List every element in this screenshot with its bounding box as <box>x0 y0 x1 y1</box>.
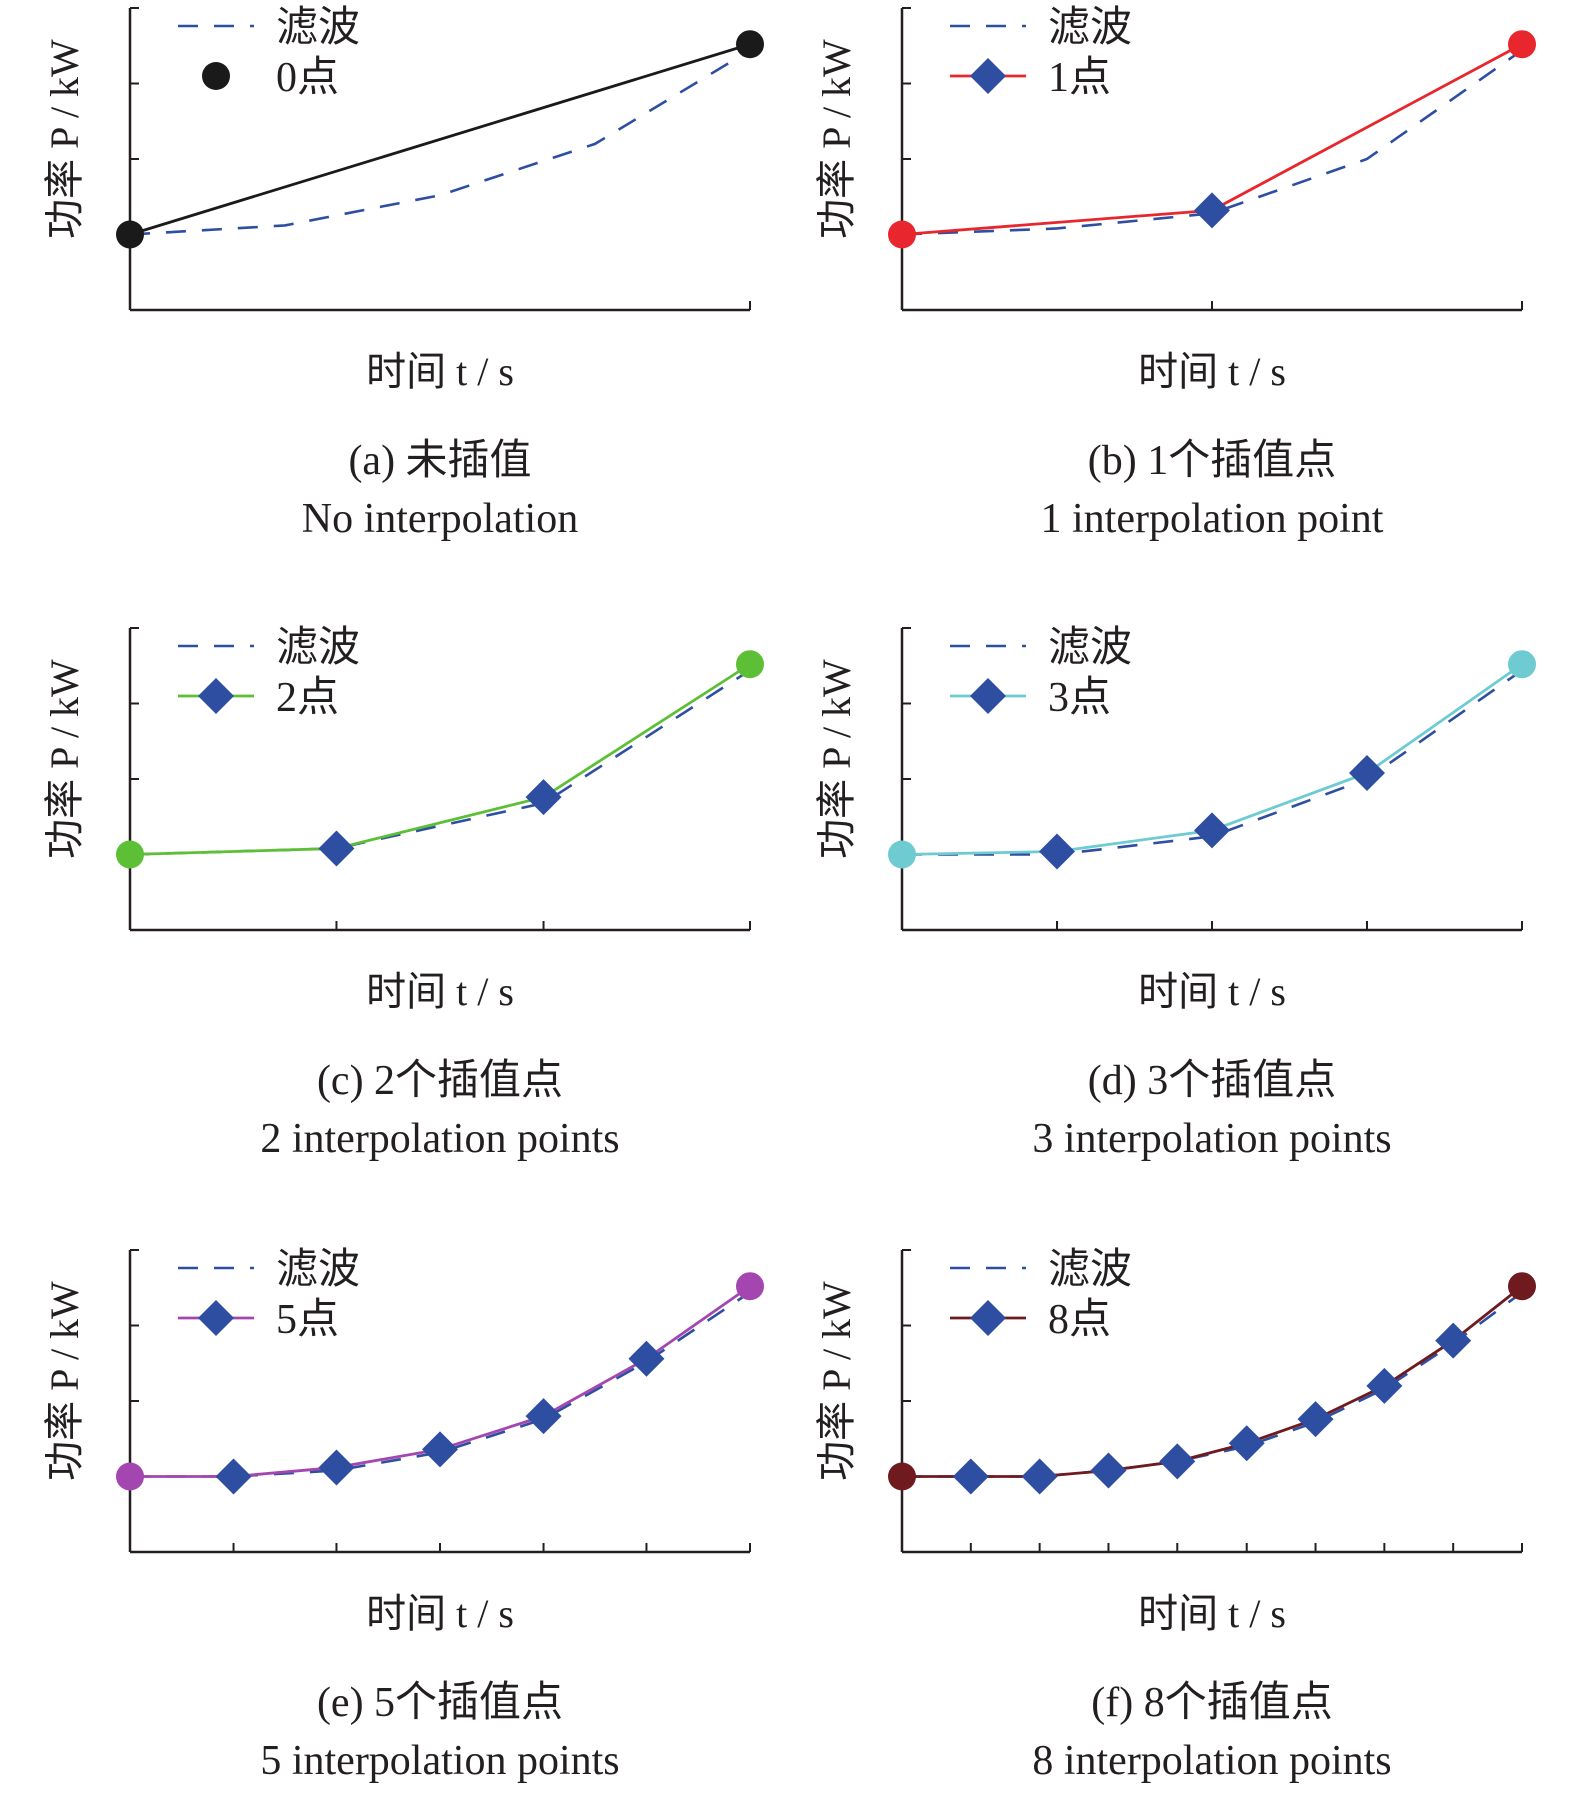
caption-cn: (a) 未插值 <box>348 438 531 484</box>
series-line <box>902 1285 1523 1478</box>
legend-filtered-label: 滤波 <box>1048 5 1132 51</box>
end-point-marker <box>888 840 916 869</box>
legend-series-label: 8点 <box>1048 1297 1111 1343</box>
end-point-marker <box>1508 30 1536 59</box>
interp-point-marker <box>525 779 562 816</box>
y-axis-label: 功率 P / kW <box>42 39 87 239</box>
legend-filtered-label: 滤波 <box>1048 1247 1132 1293</box>
x-axis-label: 时间 t / s <box>1138 1591 1286 1636</box>
caption-en: 8 interpolation points <box>1032 1738 1391 1784</box>
end-point-marker <box>1508 1272 1536 1301</box>
interp-point-marker <box>1159 1443 1196 1480</box>
x-axis-label: 时间 t / s <box>366 1591 514 1636</box>
interp-point-marker <box>1435 1322 1472 1359</box>
legend-filtered-label: 滤波 <box>1048 625 1132 671</box>
legend-series-label: 0点 <box>276 55 339 101</box>
interp-point-marker <box>1021 1458 1058 1495</box>
interp-point-marker <box>1349 754 1385 791</box>
end-point-marker <box>736 30 764 59</box>
legend-series-swatch <box>970 678 1006 714</box>
series-line <box>129 663 751 856</box>
interp-point-marker <box>1194 192 1230 229</box>
caption-en: 2 interpolation points <box>260 1116 619 1162</box>
legend-series-swatch <box>970 58 1006 94</box>
y-axis-label: 功率 P / kW <box>814 39 859 239</box>
end-point-marker <box>888 1462 916 1491</box>
x-axis-label: 时间 t / s <box>1138 349 1286 394</box>
caption-cn: (e) 5个插值点 <box>317 1680 563 1726</box>
end-point-marker <box>736 650 764 679</box>
interp-point-marker <box>1039 833 1075 870</box>
series-line <box>129 42 751 236</box>
x-axis-label: 时间 t / s <box>366 969 514 1014</box>
end-point-marker <box>1508 650 1536 679</box>
legend-filtered-label: 滤波 <box>276 5 360 51</box>
end-point-marker <box>736 1272 764 1301</box>
end-point-marker <box>888 220 916 249</box>
interp-point-marker <box>952 1458 989 1495</box>
y-axis-label: 功率 P / kW <box>42 1281 87 1481</box>
y-axis-label: 功率 P / kW <box>42 659 87 859</box>
interp-point-marker <box>318 1449 355 1486</box>
interp-point-marker <box>1228 1425 1265 1462</box>
caption-en: 3 interpolation points <box>1032 1116 1391 1162</box>
legend-series-swatch <box>198 1300 234 1336</box>
legend-series-label: 1点 <box>1048 55 1111 101</box>
y-axis-label: 功率 P / kW <box>814 659 859 859</box>
legend-filtered-label: 滤波 <box>276 625 360 671</box>
legend-series-label: 2点 <box>276 675 339 721</box>
caption-cn: (c) 2个插值点 <box>317 1058 563 1104</box>
interp-point-marker <box>318 830 355 867</box>
interp-point-marker <box>215 1458 252 1495</box>
end-point-marker <box>116 840 144 869</box>
x-axis-label: 时间 t / s <box>366 349 514 394</box>
interp-point-marker <box>1297 1401 1334 1438</box>
caption-cn: (f) 8个插值点 <box>1091 1680 1332 1726</box>
legend-series-label: 5点 <box>276 1297 339 1343</box>
interp-point-marker <box>525 1398 562 1435</box>
end-point-marker <box>116 220 144 249</box>
end-point-marker <box>116 1462 144 1491</box>
legend-series-swatch <box>970 1300 1006 1336</box>
interp-point-marker <box>1194 812 1230 849</box>
y-axis-label: 功率 P / kW <box>814 1281 859 1481</box>
caption-en: 1 interpolation point <box>1041 496 1384 542</box>
caption-cn: (d) 3个插值点 <box>1088 1058 1336 1104</box>
caption-en: 5 interpolation points <box>260 1738 619 1784</box>
interp-point-marker <box>628 1340 665 1377</box>
legend-filtered-label: 滤波 <box>276 1247 360 1293</box>
caption-cn: (b) 1个插值点 <box>1088 438 1336 484</box>
interp-point-marker <box>1366 1367 1403 1404</box>
x-axis-label: 时间 t / s <box>1138 969 1286 1014</box>
interp-point-marker <box>1090 1452 1127 1489</box>
legend-series-swatch <box>198 678 234 714</box>
legend-series-swatch <box>202 62 230 90</box>
interp-point-marker <box>422 1431 458 1468</box>
legend-series-label: 3点 <box>1048 675 1111 721</box>
filtered-curve <box>129 669 751 856</box>
caption-en: No interpolation <box>302 496 578 542</box>
